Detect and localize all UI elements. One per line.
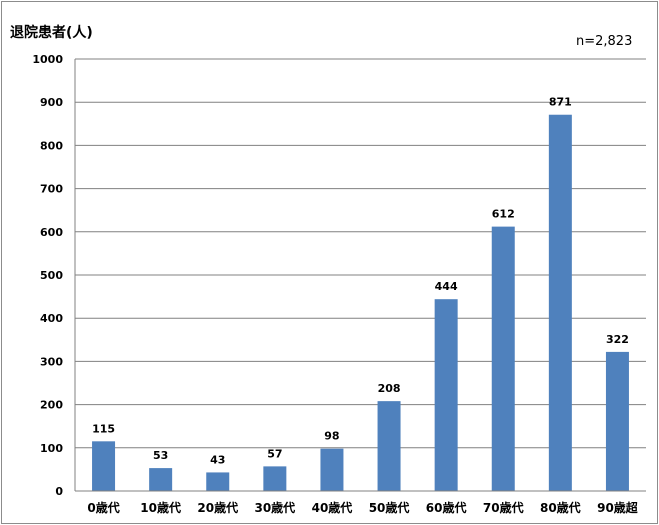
- y-tick-label: 700: [40, 183, 63, 196]
- category-label: 50歳代: [369, 500, 410, 515]
- category-label: 20歳代: [197, 500, 238, 515]
- y-tick-label: 100: [40, 442, 63, 455]
- data-label: 322: [606, 333, 629, 346]
- y-tick-label: 200: [40, 399, 63, 412]
- data-label: 43: [210, 453, 225, 466]
- gridlines: [74, 58, 646, 492]
- data-label: 444: [435, 280, 458, 293]
- bar: [263, 466, 287, 491]
- bar: [149, 468, 173, 491]
- bar: [92, 441, 116, 491]
- category-label: 10歳代: [140, 500, 181, 515]
- data-label: 208: [378, 382, 401, 395]
- data-label: 871: [549, 96, 572, 109]
- y-tick-label: 800: [40, 139, 63, 152]
- sample-size-annotation: n=2,823: [576, 34, 632, 49]
- category-label: 90歳超: [597, 500, 639, 515]
- bar: [434, 299, 458, 491]
- bar: [491, 226, 515, 491]
- data-label: 98: [324, 430, 339, 443]
- data-labels: 115 53 43 57 98 208 444 612 871 322: [92, 96, 629, 467]
- bar: [377, 401, 401, 491]
- bar: [548, 114, 572, 491]
- y-tick-label: 500: [40, 269, 63, 282]
- category-label: 60歳代: [426, 500, 467, 515]
- y-axis-label: 退院患者(人): [10, 24, 93, 41]
- category-label: 0歳代: [87, 500, 119, 515]
- category-label: 40歳代: [312, 500, 353, 515]
- bar: [320, 448, 344, 491]
- y-tick-label: 600: [40, 226, 63, 239]
- bar: [605, 351, 629, 491]
- data-label: 57: [267, 447, 282, 460]
- y-tick-label: 300: [40, 355, 63, 368]
- y-tick-label: 0: [55, 485, 63, 498]
- data-label: 612: [492, 208, 515, 221]
- data-label: 53: [153, 449, 168, 462]
- x-axis-categories: 0歳代 10歳代 20歳代 30歳代 40歳代 50歳代 60歳代 70歳代 80歳代 90歳超: [87, 500, 638, 515]
- y-axis-ticks: 0 100 200 300 400 500 600 700 800 900 1000: [32, 53, 63, 498]
- y-tick-label: 400: [40, 312, 63, 325]
- data-label: 115: [92, 422, 115, 435]
- category-label: 80歳代: [540, 500, 581, 515]
- y-tick-label: 900: [40, 96, 63, 109]
- category-label: 70歳代: [483, 500, 524, 515]
- category-label: 30歳代: [254, 500, 295, 515]
- bars: [75, 114, 646, 492]
- y-tick-label: 1000: [32, 53, 63, 66]
- bar: [206, 472, 230, 491]
